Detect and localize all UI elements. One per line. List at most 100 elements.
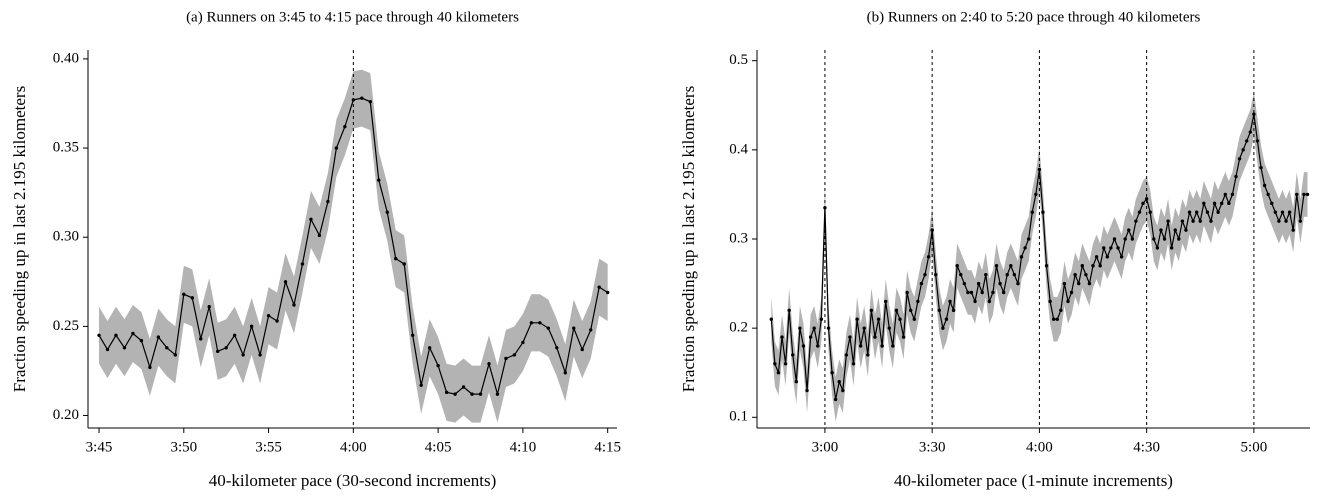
confidence-band bbox=[99, 69, 608, 423]
data-point bbox=[1291, 228, 1295, 232]
data-point bbox=[1162, 237, 1167, 241]
data-point bbox=[1180, 219, 1185, 223]
data-point bbox=[580, 347, 584, 352]
data-point bbox=[798, 326, 802, 330]
data-point bbox=[1102, 246, 1106, 250]
data-point bbox=[1252, 112, 1256, 116]
data-point bbox=[1016, 281, 1020, 286]
data-point bbox=[1048, 299, 1052, 304]
data-point bbox=[1012, 272, 1017, 277]
data-point bbox=[148, 365, 152, 370]
data-point bbox=[402, 262, 406, 266]
data-point bbox=[1144, 197, 1149, 201]
data-point bbox=[780, 335, 784, 339]
data-point bbox=[529, 321, 534, 325]
data-point bbox=[555, 346, 559, 350]
data-point bbox=[1023, 246, 1027, 250]
data-point bbox=[919, 281, 924, 286]
data-point bbox=[199, 337, 203, 341]
data-point bbox=[976, 281, 981, 286]
y-tick-label: 0.20 bbox=[53, 407, 79, 423]
data-point bbox=[1098, 264, 1102, 268]
x-tick-label: 4:00 bbox=[1026, 439, 1053, 455]
data-point bbox=[1041, 210, 1045, 214]
y-tick-label: 0.5 bbox=[729, 52, 748, 68]
data-point bbox=[1248, 130, 1253, 134]
data-point bbox=[951, 308, 956, 313]
data-point bbox=[1166, 219, 1170, 223]
data-point bbox=[360, 96, 364, 100]
data-point bbox=[1109, 246, 1113, 250]
data-point bbox=[105, 347, 110, 352]
data-point bbox=[991, 290, 995, 295]
data-point bbox=[776, 371, 781, 375]
data-point bbox=[156, 335, 161, 339]
data-point bbox=[232, 333, 237, 337]
x-tick-label: 5:00 bbox=[1241, 439, 1268, 455]
data-point bbox=[216, 349, 220, 354]
data-point bbox=[819, 317, 824, 321]
data-point bbox=[589, 328, 593, 332]
panel: (a) Runners on 3:45 to 4:15 pace through… bbox=[10, 9, 621, 489]
data-point bbox=[837, 379, 841, 384]
data-point bbox=[1273, 210, 1278, 214]
data-point bbox=[131, 331, 135, 336]
data-point bbox=[1259, 165, 1263, 170]
data-point bbox=[808, 335, 813, 339]
y-axis-label: Fraction speeding up in last 2.195 kilom… bbox=[10, 86, 29, 392]
data-point bbox=[1298, 219, 1303, 223]
data-point bbox=[343, 124, 347, 129]
data-point bbox=[937, 308, 942, 313]
x-tick-label: 3:30 bbox=[919, 439, 946, 455]
data-point bbox=[862, 326, 866, 330]
data-point bbox=[546, 326, 551, 330]
data-point bbox=[959, 272, 963, 277]
data-point bbox=[1255, 139, 1260, 143]
data-point bbox=[1062, 281, 1067, 286]
data-point bbox=[1001, 290, 1006, 295]
data-point bbox=[787, 308, 791, 313]
x-tick-label: 4:05 bbox=[425, 439, 452, 455]
data-point bbox=[453, 392, 457, 396]
data-point bbox=[1044, 264, 1049, 268]
data-point bbox=[1169, 246, 1174, 250]
data-point bbox=[410, 333, 415, 337]
data-point bbox=[1177, 237, 1181, 241]
data-point bbox=[1295, 192, 1299, 197]
data-point bbox=[495, 392, 500, 396]
data-point bbox=[182, 292, 186, 296]
data-point bbox=[1091, 264, 1095, 268]
data-point bbox=[944, 317, 949, 321]
data-point bbox=[891, 344, 895, 348]
data-point bbox=[368, 100, 373, 104]
data-point bbox=[224, 346, 228, 350]
data-point bbox=[292, 303, 296, 307]
data-point bbox=[300, 262, 305, 266]
data-point bbox=[1287, 210, 1292, 214]
data-point bbox=[1030, 210, 1034, 214]
x-tick-label: 4:15 bbox=[594, 439, 621, 455]
data-point bbox=[385, 210, 389, 214]
data-point bbox=[916, 299, 920, 304]
y-axis-label: Fraction speeding up in last 2.195 kilom… bbox=[679, 86, 698, 392]
data-point bbox=[791, 353, 795, 357]
data-point bbox=[97, 333, 101, 337]
data-point bbox=[966, 290, 970, 295]
data-point bbox=[1134, 219, 1138, 223]
data-point bbox=[1037, 167, 1042, 172]
data-point bbox=[1227, 201, 1231, 206]
data-point bbox=[1280, 210, 1285, 214]
data-point bbox=[283, 280, 288, 284]
data-point bbox=[926, 255, 931, 259]
data-point bbox=[1080, 264, 1084, 268]
data-point bbox=[1141, 201, 1145, 206]
data-point bbox=[948, 299, 952, 304]
data-point bbox=[998, 281, 1002, 286]
data-point bbox=[1187, 210, 1192, 214]
data-point bbox=[826, 326, 831, 330]
data-point bbox=[1005, 272, 1009, 277]
data-point bbox=[1191, 219, 1195, 223]
data-point bbox=[444, 390, 449, 395]
data-point bbox=[1173, 228, 1177, 232]
